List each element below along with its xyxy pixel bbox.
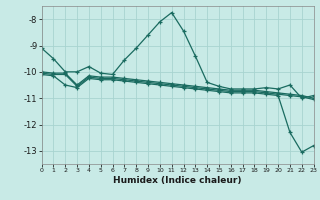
X-axis label: Humidex (Indice chaleur): Humidex (Indice chaleur) (113, 176, 242, 185)
